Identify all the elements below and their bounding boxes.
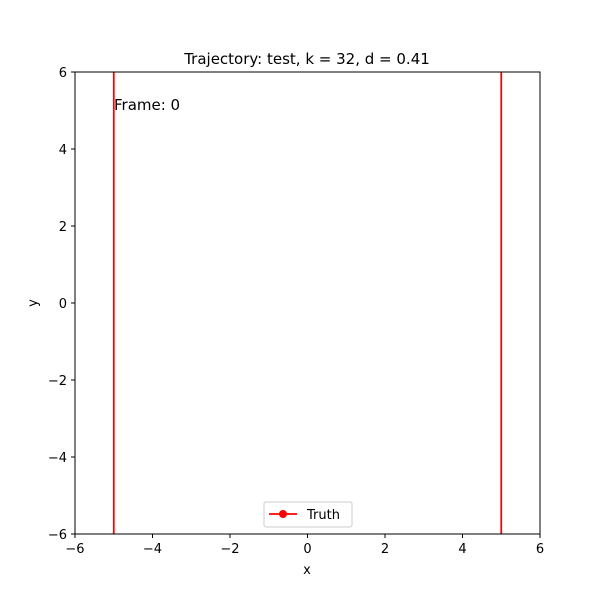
x-tick-label: 0 <box>303 542 311 557</box>
x-tick-label: 2 <box>381 542 389 557</box>
y-tick-label: 2 <box>59 220 67 235</box>
y-tick-label: 4 <box>59 143 67 158</box>
series-layer <box>112 72 503 534</box>
legend-box <box>263 501 353 528</box>
y-tick-label: −4 <box>48 451 67 466</box>
x-tick-label: −4 <box>143 542 162 557</box>
x-tick-label: 4 <box>458 542 466 557</box>
legend: Truth <box>263 501 353 528</box>
y-tick-label: −6 <box>48 528 67 543</box>
y-tick-label: 0 <box>59 297 67 312</box>
frame-annotation: Frame: 0 <box>114 96 180 114</box>
y-axis-label: y <box>26 299 41 307</box>
chart-title: Trajectory: test, k = 32, d = 0.41 <box>183 50 430 68</box>
plot-frame <box>74 71 541 535</box>
x-axis-ticks: −6 −4 −2 0 2 4 6 <box>65 534 544 557</box>
x-axis-label: x <box>303 563 311 578</box>
x-tick-label: 6 <box>536 542 544 557</box>
x-tick-label: −6 <box>65 542 84 557</box>
y-tick-label: 6 <box>59 66 67 81</box>
legend-circle-marker-icon <box>279 510 287 518</box>
x-tick-label: −2 <box>220 542 239 557</box>
y-tick-label: −2 <box>48 374 67 389</box>
y-axis-ticks: −6 −4 −2 0 2 4 6 <box>48 66 75 543</box>
plot-area <box>75 72 540 534</box>
legend-entry-truth: Truth <box>306 508 340 523</box>
